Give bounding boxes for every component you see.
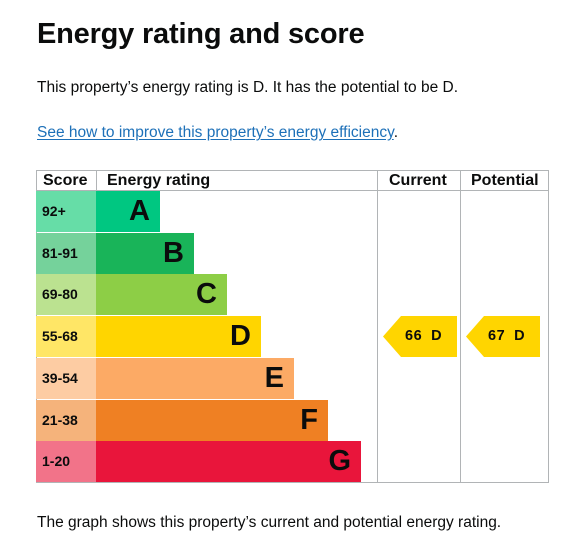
band-f: 21-38 F [36,400,377,441]
band-letter: F [300,404,318,436]
band-score-range: 21-38 [42,412,78,428]
potential-rating-arrow-fill [466,316,540,357]
potential-rating-arrow-shape [466,316,540,357]
potential-rating-arrow-label: 67 D [488,328,526,344]
band-score-cell: 92+ [36,191,96,232]
band-score-cell: 1-20 [36,441,96,482]
band-bar: E [96,358,294,399]
chart-caption: The graph shows this property’s current … [37,514,502,531]
header-energy-rating: Energy rating [107,172,211,189]
band-bar: B [96,233,194,274]
band-letter: E [264,362,284,394]
band-score-range: 55-68 [42,328,78,344]
band-c: 69-80 C [36,274,377,315]
band-d: 55-68 D [36,316,377,357]
divider-potential [460,170,461,483]
band-e: 39-54 E [36,358,377,399]
link-suffix: . [393,124,398,141]
header-divider [36,190,549,191]
header-score: Score [43,172,88,189]
page-title: Energy rating and score [37,18,365,50]
header-potential: Potential [471,172,539,189]
band-score-cell: 69-80 [36,274,96,315]
rating-summary: This property’s energy rating is D. It h… [37,79,459,96]
band-g: 1-20 G [36,441,377,482]
potential-rating-arrow: 67 D [466,316,540,357]
band-b: 81-91 B [36,233,377,274]
band-letter: A [129,195,150,227]
band-score-cell: 81-91 [36,233,96,274]
band-a: 92+ A [36,191,377,232]
band-score-range: 81-91 [42,245,78,261]
current-rating-arrow-label: 66 D [405,328,443,344]
band-score-range: 39-54 [42,370,78,386]
current-rating-arrow-fill [383,316,457,357]
band-letter: B [163,237,184,269]
divider-current [377,170,378,483]
band-bar: F [96,400,328,441]
band-score-range: 1-20 [42,453,71,469]
band-score-cell: 39-54 [36,358,96,399]
band-score-cell: 21-38 [36,400,96,441]
energy-rating-chart: Score Energy rating Current Potential 92… [36,170,549,483]
band-bar: G [96,441,361,482]
improve-link-line: See how to improve this property’s energ… [37,124,398,142]
band-bar: D [96,316,261,357]
current-rating-arrow: 66 D [383,316,457,357]
band-score-range: 69-80 [42,286,78,302]
band-letter: G [328,445,351,477]
band-bar: C [96,274,227,315]
band-letter: D [230,320,251,352]
divider-score [96,170,97,191]
band-score-cell: 55-68 [36,316,96,357]
band-bar: A [96,191,160,232]
band-letter: C [196,278,217,310]
band-score-range: 92+ [42,203,66,219]
improve-energy-link[interactable]: See how to improve this property’s energ… [37,124,394,141]
current-rating-arrow-shape [383,316,457,357]
header-current: Current [389,172,447,189]
